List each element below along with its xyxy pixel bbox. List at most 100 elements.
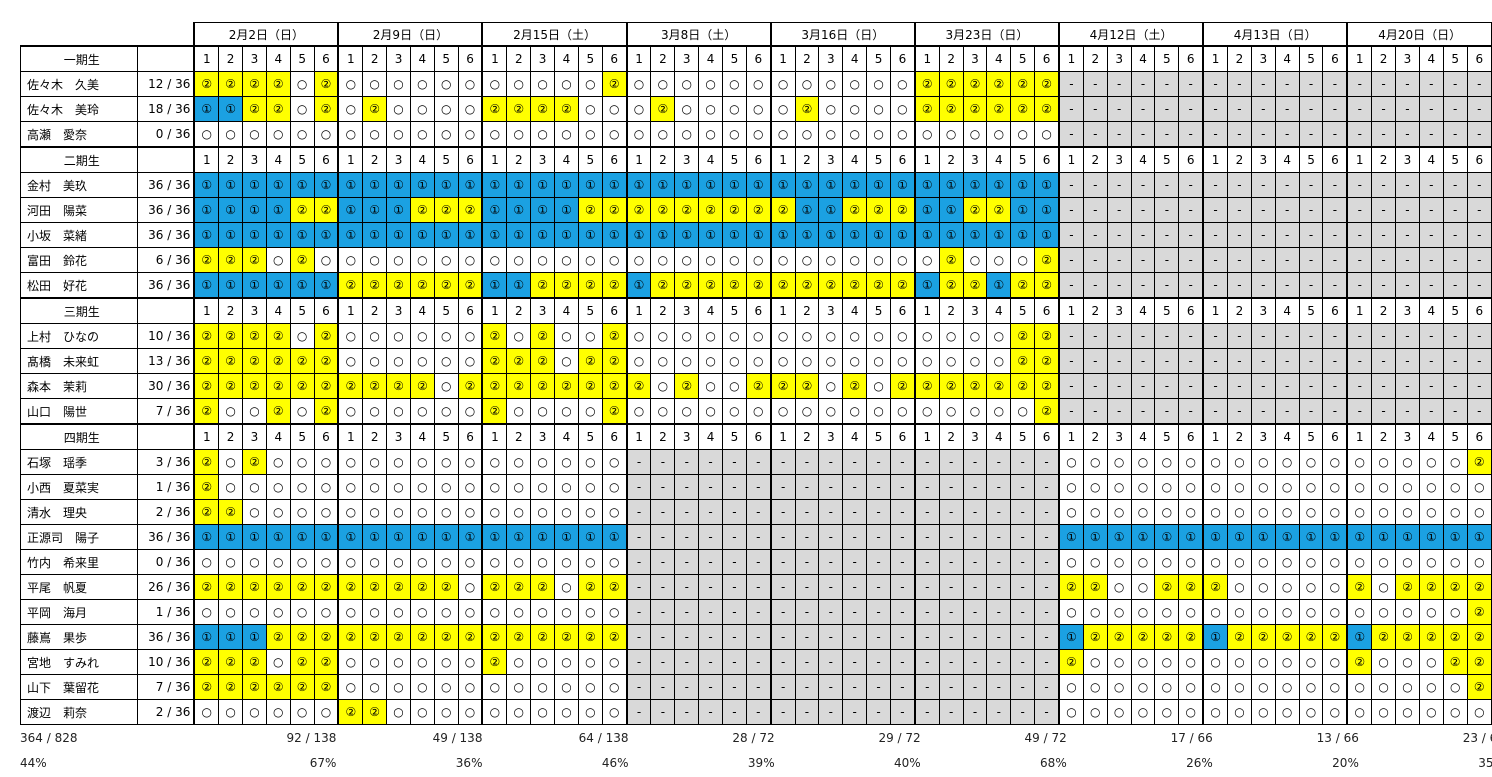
cell: -: [1298, 197, 1324, 223]
slot-label: 1: [481, 423, 508, 450]
cell: ②: [242, 373, 267, 399]
cell: ②: [554, 373, 579, 399]
cell: ○: [577, 599, 603, 625]
cell: ①: [625, 222, 652, 248]
slot-label: 5: [1154, 146, 1180, 173]
cell: ○: [457, 549, 483, 575]
cell: ①: [698, 222, 723, 248]
cell: ①: [650, 222, 676, 248]
cell: -: [698, 674, 723, 700]
cell: -: [1178, 222, 1204, 248]
cell: -: [1371, 323, 1397, 349]
cell: ○: [457, 449, 483, 475]
cell: ○: [1202, 449, 1229, 475]
cell: -: [1346, 121, 1373, 148]
slot-label: 3: [1395, 45, 1420, 72]
cell: -: [1154, 121, 1180, 148]
cell: ○: [1298, 449, 1324, 475]
cell: ①: [601, 222, 628, 248]
cell: ○: [1178, 549, 1204, 575]
cell: ○: [1274, 499, 1300, 525]
cell: ○: [481, 699, 508, 725]
total-text: 36%: [455, 756, 483, 770]
cell: ②: [601, 373, 628, 399]
cell: -: [722, 699, 747, 725]
cell: -: [866, 549, 891, 575]
cell: -: [722, 499, 747, 525]
cell: ○: [409, 71, 435, 97]
cell: -: [794, 574, 820, 600]
cell: ○: [794, 323, 820, 349]
cell: ○: [601, 549, 628, 575]
slot-label: 5: [1298, 146, 1324, 173]
cell: ○: [1371, 574, 1397, 600]
cell: -: [1130, 373, 1156, 399]
cell: ②: [674, 272, 700, 299]
cell: ②: [962, 197, 988, 223]
cell: ○: [433, 499, 459, 525]
cell: ①: [794, 222, 820, 248]
cell: -: [1010, 624, 1036, 650]
cell: ○: [506, 449, 532, 475]
cell: -: [1395, 373, 1420, 399]
cell: ①: [913, 197, 940, 223]
cell: ○: [889, 323, 916, 349]
cell: ○: [313, 599, 339, 625]
slot-label: 3: [674, 423, 700, 450]
cell: ○: [554, 574, 579, 600]
cell: ②: [265, 373, 291, 399]
cell: ②: [313, 348, 339, 374]
cell: -: [986, 449, 1012, 475]
cell: -: [745, 449, 772, 475]
slot-label: 3: [242, 45, 267, 72]
cell: ①: [362, 222, 388, 248]
cell: -: [1442, 373, 1468, 399]
cell: ①: [866, 172, 891, 198]
cell: -: [1371, 222, 1397, 248]
cell: ②: [362, 574, 388, 600]
cell: ②: [313, 96, 339, 122]
cell: ○: [457, 674, 483, 700]
cell: ②: [1010, 373, 1036, 399]
cell: -: [818, 524, 844, 550]
cell: -: [1202, 323, 1229, 349]
cell: ①: [409, 524, 435, 550]
cell: ○: [577, 549, 603, 575]
cell: -: [674, 674, 700, 700]
member-row: 松田 好花 36 / 36 ① ① ① ① ① ① ② ② ② ② ② ② ① ① ② ② ② ② ① ② ② ② ② ② ② ② ② ②…: [20, 272, 1492, 299]
cell: ②: [962, 373, 988, 399]
cell: -: [698, 474, 723, 500]
cell: ○: [842, 96, 868, 122]
cell: -: [1395, 323, 1420, 349]
cell: ①: [265, 197, 291, 223]
cell: ②: [386, 624, 411, 650]
cell: ②: [409, 272, 435, 299]
cell: ○: [913, 121, 940, 148]
cell: ②: [193, 499, 220, 525]
slot-label: 1: [769, 45, 796, 72]
cell: ②: [289, 247, 315, 273]
cell: ②: [1371, 624, 1397, 650]
cell: ○: [625, 348, 652, 374]
cell: ○: [1322, 674, 1348, 700]
cell: -: [818, 624, 844, 650]
cell: ○: [938, 348, 964, 374]
cell: ①: [481, 272, 508, 299]
cell: -: [1106, 373, 1132, 399]
cell: ①: [457, 222, 483, 248]
cell: ①: [289, 172, 315, 198]
cell: ○: [866, 121, 891, 148]
slot-label: 5: [1154, 423, 1180, 450]
cell: ①: [889, 172, 916, 198]
cell: -: [938, 574, 964, 600]
cell: ○: [337, 96, 364, 122]
slot-label: 2: [218, 146, 244, 173]
slot-label: 1: [1202, 45, 1229, 72]
cell: ①: [1106, 524, 1132, 550]
slot-label: 6: [601, 423, 628, 450]
cell: -: [1227, 398, 1252, 425]
cell: ○: [913, 348, 940, 374]
slot-label: 6: [745, 45, 772, 72]
cell: -: [962, 649, 988, 675]
cell: ①: [289, 524, 315, 550]
